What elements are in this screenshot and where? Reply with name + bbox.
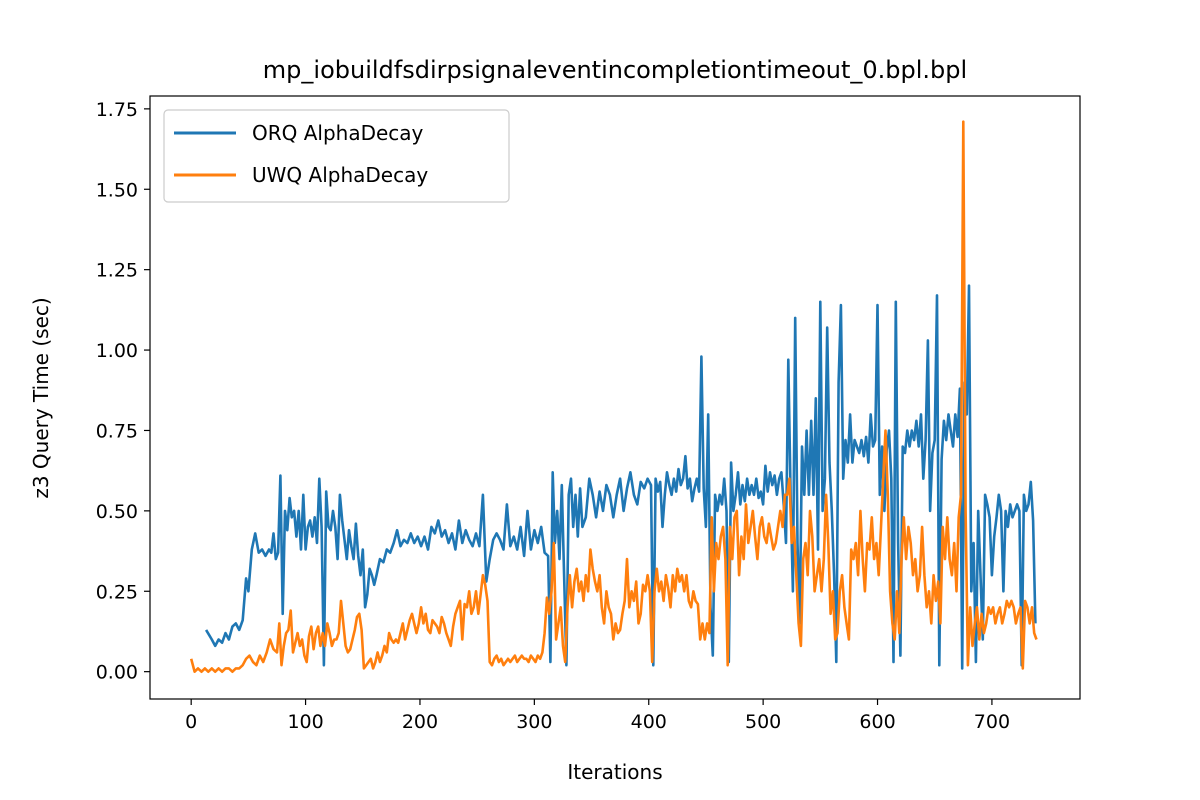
chart-title: mp_iobuildfsdirpsignaleventincompletiont… — [263, 56, 967, 84]
x-axis-label: Iterations — [567, 760, 662, 784]
y-tick-label: 0.50 — [96, 501, 138, 523]
y-tick-label: 0.75 — [96, 420, 138, 442]
y-tick-label: 1.25 — [96, 260, 138, 282]
y-tick-label: 1.75 — [96, 99, 138, 121]
x-tick-label: 400 — [631, 711, 667, 733]
series-line-uwq — [189, 120, 1038, 673]
legend-label-uwq: UWQ AlphaDecay — [252, 163, 428, 187]
x-tick-label: 700 — [974, 711, 1010, 733]
y-tick-label: 1.50 — [96, 179, 138, 201]
x-tick-label: 300 — [516, 711, 552, 733]
y-axis: 0.00 0.25 0.50 0.75 1.00 1.25 1.50 1.75 — [96, 99, 150, 684]
x-tick-label: 0 — [185, 711, 197, 733]
legend-label-orq: ORQ AlphaDecay — [252, 121, 424, 145]
y-tick-label: 0.00 — [96, 662, 138, 684]
legend-box — [163, 109, 510, 203]
y-tick-label: 0.25 — [96, 581, 138, 603]
x-tick-label: 100 — [287, 711, 323, 733]
x-tick-label: 500 — [745, 711, 781, 733]
series-line-orq — [204, 284, 1037, 670]
x-axis: 0 100 200 300 400 500 600 700 — [185, 699, 1010, 733]
y-tick-label: 1.00 — [96, 340, 138, 362]
x-tick-label: 200 — [402, 711, 438, 733]
plot-area — [189, 120, 1038, 673]
legend: ORQ AlphaDecay UWQ AlphaDecay — [163, 109, 510, 203]
plot-frame — [149, 95, 1081, 700]
x-tick-label: 600 — [859, 711, 895, 733]
y-axis-label: z3 Query Time (sec) — [29, 297, 53, 498]
